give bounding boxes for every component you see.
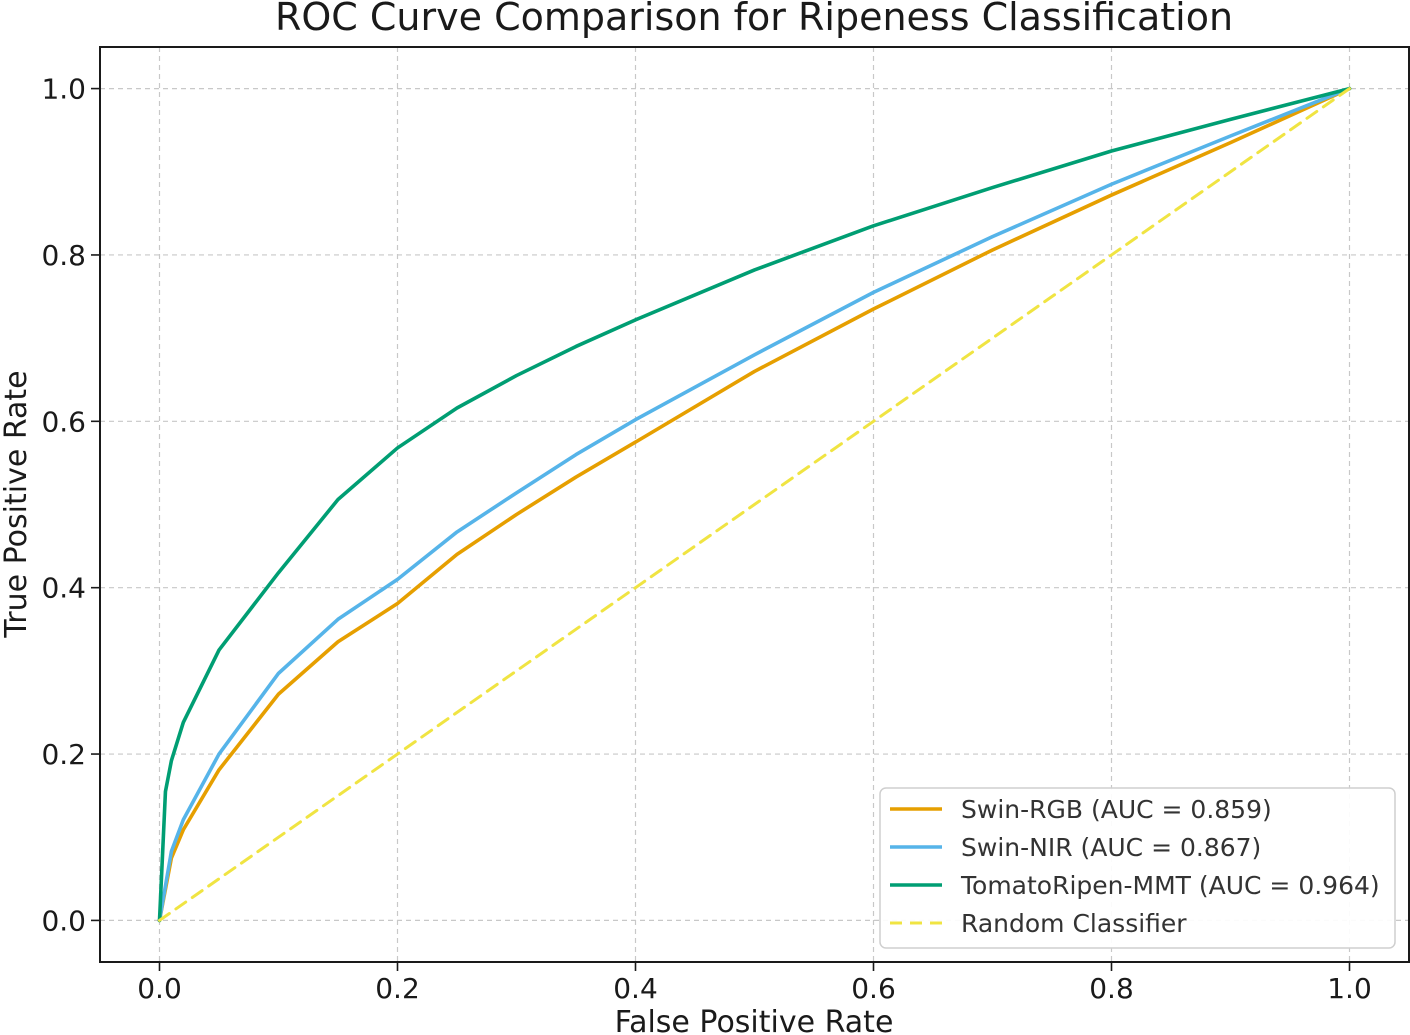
- x-axis-label: False Positive Rate: [615, 1005, 894, 1035]
- y-tick-label: 0.2: [41, 738, 86, 771]
- x-tick-label: 1.0: [1327, 972, 1372, 1005]
- series-line-tomatoripen-mmt: [157, 86, 1352, 923]
- legend-label-tomatoripen-mmt: TomatoRipen-MMT (AUC = 0.964): [960, 871, 1380, 900]
- y-tick-label: 0.4: [41, 572, 86, 605]
- y-axis-label: True Positive Rate: [0, 370, 34, 638]
- series-lines: [157, 86, 1352, 923]
- chart-title: ROC Curve Comparison for Ripeness Classi…: [275, 0, 1233, 39]
- x-tick-label: 0.4: [613, 972, 658, 1005]
- legend-box: [879, 787, 1396, 949]
- y-tick-label: 0.6: [41, 405, 86, 438]
- series-line-swin-nir: [157, 86, 1352, 923]
- series-line-random-classifier: [158, 87, 1351, 922]
- y-tick-label: 0.0: [41, 904, 86, 937]
- x-tick-label: 0.0: [137, 972, 182, 1005]
- y-tick-label: 0.8: [41, 239, 86, 272]
- axis-ticks: 0.0 0.2 0.4 0.6 0.8 1.0 0.0 0.2 0.4 0.6 0.8 1.0: [41, 73, 1371, 1005]
- x-tick-label: 0.2: [375, 972, 420, 1005]
- x-tick-label: 0.6: [851, 972, 896, 1005]
- plot-frame: [99, 46, 1410, 963]
- x-tick-label: 0.8: [1089, 972, 1134, 1005]
- legend: Swin-RGB (AUC = 0.859) Swin-NIR (AUC = 0.…: [879, 787, 1396, 949]
- legend-label-random-classifier: Random Classifier: [961, 909, 1187, 938]
- legend-label-swin-nir: Swin-NIR (AUC = 0.867): [961, 833, 1261, 862]
- legend-label-swin-rgb: Swin-RGB (AUC = 0.859): [961, 795, 1272, 824]
- y-tick-label: 1.0: [41, 73, 86, 106]
- series-line-swin-rgb: [157, 86, 1352, 923]
